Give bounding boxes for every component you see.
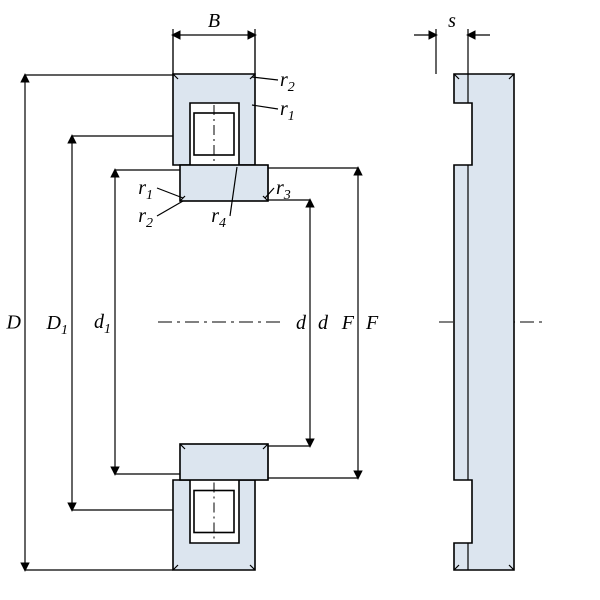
- svg-text:r2: r2: [280, 69, 295, 95]
- svg-text:s: s: [448, 10, 456, 32]
- svg-text:r4: r4: [211, 205, 226, 231]
- svg-text:D1: D1: [46, 312, 68, 338]
- svg-text:d: d: [318, 312, 329, 334]
- svg-text:d: d: [296, 312, 307, 334]
- svg-text:F: F: [365, 312, 379, 334]
- svg-text:r1: r1: [138, 177, 153, 203]
- svg-text:F: F: [341, 312, 355, 334]
- svg-text:D: D: [6, 312, 22, 334]
- svg-text:d1: d1: [94, 311, 111, 337]
- svg-text:B: B: [208, 10, 220, 32]
- svg-text:r3: r3: [276, 177, 291, 203]
- svg-text:r1: r1: [280, 98, 295, 124]
- svg-text:r2: r2: [138, 205, 153, 231]
